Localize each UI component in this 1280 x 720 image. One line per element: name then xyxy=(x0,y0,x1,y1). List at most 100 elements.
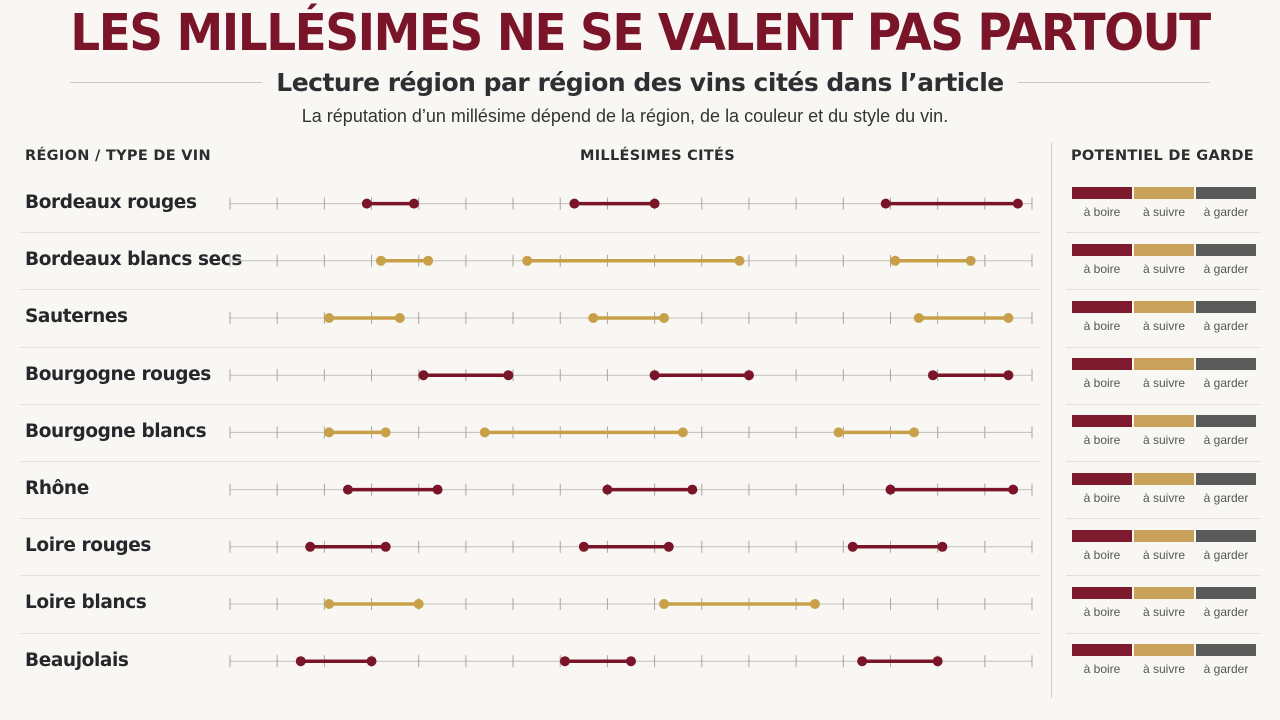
vintage-point xyxy=(649,198,660,209)
vintage-point xyxy=(361,198,372,209)
legend-label-suivre: à suivre xyxy=(1142,547,1186,562)
vintage-point xyxy=(659,599,670,609)
row-divider xyxy=(20,289,1040,291)
legend-label-garder: à garder xyxy=(1203,662,1249,677)
column-divider xyxy=(1051,143,1052,698)
legend-swatch-suivre xyxy=(1134,415,1194,428)
vintage-point xyxy=(522,255,533,266)
vintage-point xyxy=(833,427,844,438)
vintage-point xyxy=(626,656,636,667)
legend-swatch-suivre xyxy=(1134,301,1194,313)
chart-row: Loire rouges xyxy=(0,518,1280,574)
vintage-point xyxy=(578,541,589,552)
page-subtitle: Lecture région par région des vins cités… xyxy=(276,67,1004,97)
vintage-point xyxy=(885,484,896,495)
vintage-point xyxy=(375,255,386,266)
legend-label-suivre: à suivre xyxy=(1142,662,1186,677)
chart-row: Bourgogne rouges xyxy=(0,347,1280,403)
row-divider xyxy=(1066,461,1261,462)
legend-label-garder: à garder xyxy=(1203,490,1249,505)
legend-swatch-boire xyxy=(1072,644,1132,657)
row-divider xyxy=(1066,403,1261,405)
legend-label-suivre: à suivre xyxy=(1142,433,1186,448)
legend-label-boire: à boire xyxy=(1083,547,1121,562)
row-label: Rhône xyxy=(25,478,89,499)
legend-label-suivre: à suivre xyxy=(1142,319,1186,333)
column-header-region: RÉGION / TYPE DE VIN xyxy=(25,148,211,164)
chart-row: Loire blancs xyxy=(0,575,1280,631)
vintage-point xyxy=(847,541,858,552)
legend-label-garder: à garder xyxy=(1203,433,1249,448)
vintage-point xyxy=(324,599,335,609)
column-header-millesimes: MILLÉSIMES CITÉS xyxy=(580,148,735,164)
garde-legend: à boire à suivre à garder xyxy=(1072,415,1257,448)
row-divider xyxy=(20,518,1040,520)
page-note: La réputation d’un millésime dépend de l… xyxy=(301,106,949,126)
row-label: Bordeaux blancs secs xyxy=(25,249,242,271)
legend-label-garder: à garder xyxy=(1203,376,1249,391)
legend-swatch-boire xyxy=(1072,529,1132,542)
vintage-point xyxy=(1012,198,1023,209)
legend-swatch-garder xyxy=(1196,358,1256,371)
legend-swatch-boire xyxy=(1072,472,1132,485)
row-label: Bordeaux rouges xyxy=(25,192,197,213)
vintage-point xyxy=(413,599,424,609)
vintage-point xyxy=(479,427,490,438)
subtitle-rule-left xyxy=(70,81,263,83)
vintage-point xyxy=(857,656,868,667)
vintage-point xyxy=(965,255,976,266)
legend-swatch-boire xyxy=(1072,587,1132,599)
garde-legend: à boire à suivre à garder xyxy=(1072,243,1257,276)
legend-swatch-garder xyxy=(1196,529,1256,542)
row-divider xyxy=(20,403,1040,405)
vintage-point xyxy=(932,656,943,667)
garde-legend: à boire à suivre à garder xyxy=(1072,529,1257,562)
legend-swatch-garder xyxy=(1196,415,1256,428)
row-divider xyxy=(1066,575,1261,577)
vintage-point xyxy=(305,541,316,552)
vintage-point xyxy=(380,541,391,552)
chart-row: Sauternes xyxy=(0,289,1280,345)
legend-label-suivre: à suivre xyxy=(1142,605,1186,619)
vintage-point xyxy=(559,656,570,667)
vintage-point xyxy=(909,427,920,438)
row-label: Sauternes xyxy=(25,306,128,328)
vintage-point xyxy=(687,484,698,495)
vintage-point xyxy=(743,370,754,381)
legend-label-boire: à boire xyxy=(1083,605,1121,619)
legend-swatch-garder xyxy=(1196,186,1256,199)
legend-swatch-garder xyxy=(1196,587,1256,599)
vintage-point xyxy=(880,198,891,209)
vintage-point xyxy=(569,198,580,209)
legend-swatch-suivre xyxy=(1134,529,1194,542)
legend-label-boire: à boire xyxy=(1083,319,1121,333)
vintage-point xyxy=(734,255,745,266)
vintage-point xyxy=(659,313,670,323)
vintage-point xyxy=(913,313,924,323)
legend-label-garder: à garder xyxy=(1203,261,1249,276)
legend-swatch-boire xyxy=(1072,301,1132,313)
legend-label-garder: à garder xyxy=(1203,204,1249,219)
vintage-point xyxy=(295,656,306,667)
legend-swatch-boire xyxy=(1072,415,1132,428)
row-divider xyxy=(20,232,1040,234)
row-label: Loire rouges xyxy=(25,535,151,557)
row-divider xyxy=(20,632,1040,634)
vintage-point xyxy=(418,370,429,381)
vintage-point xyxy=(324,427,335,438)
legend-label-garder: à garder xyxy=(1203,547,1249,562)
legend-swatch-boire xyxy=(1072,186,1132,199)
row-divider xyxy=(1066,346,1261,348)
chart-row: Bordeaux rouges xyxy=(0,175,1280,231)
legend-label-boire: à boire xyxy=(1083,433,1121,448)
row-label: Loire blancs xyxy=(25,592,147,614)
chart-row: Beaujolais xyxy=(0,633,1280,689)
vintage-point xyxy=(380,427,391,438)
garde-legend: à boire à suivre à garder xyxy=(1072,301,1257,333)
row-divider xyxy=(20,575,1040,577)
row-divider xyxy=(20,461,1040,462)
vintage-point xyxy=(1003,370,1014,381)
page-title: LES MILLÉSIMES NE SE VALENT PAS PARTOUT xyxy=(70,3,1211,64)
